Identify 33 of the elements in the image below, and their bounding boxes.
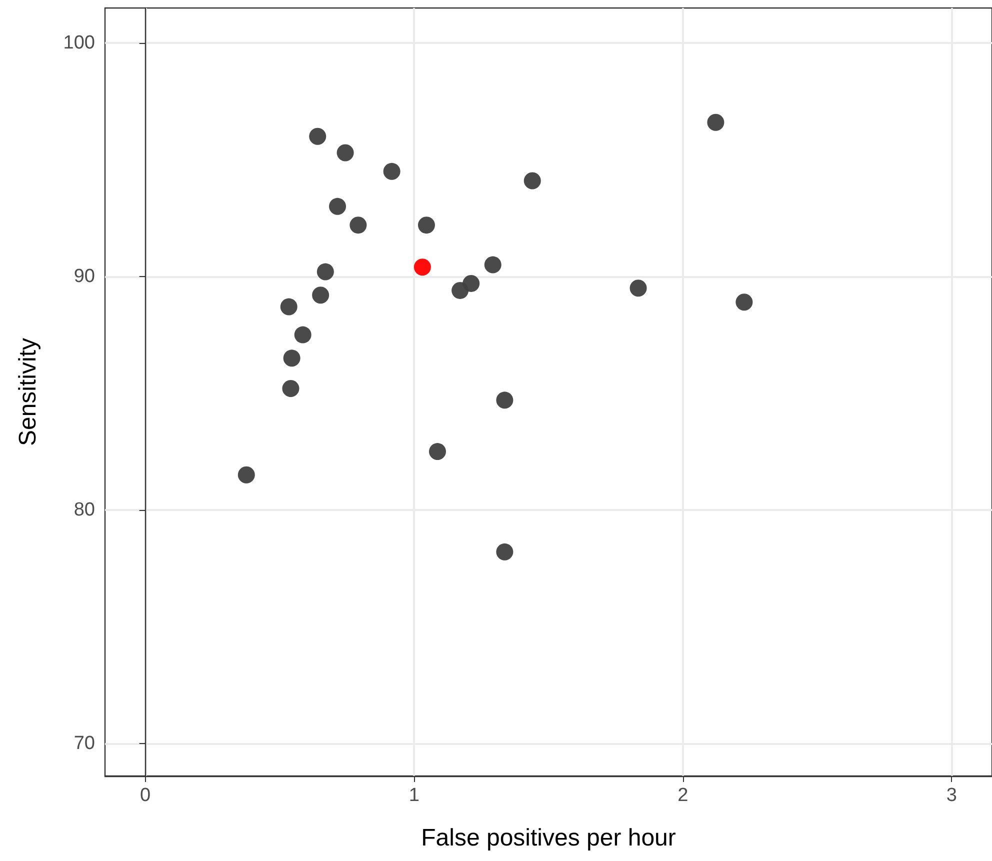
point [707, 114, 724, 131]
x-axis-title: False positives per hour [421, 824, 676, 852]
point [329, 198, 346, 215]
x-tick-label: 0 [140, 785, 151, 806]
point [630, 280, 647, 297]
point [736, 294, 753, 311]
x-tick-label: 3 [946, 785, 957, 806]
y-tick-label: 90 [74, 266, 95, 287]
point [283, 350, 300, 367]
point [524, 172, 541, 190]
point [383, 162, 400, 180]
point [452, 282, 469, 299]
point [414, 258, 431, 276]
point [294, 326, 312, 344]
point [350, 216, 367, 234]
point [309, 128, 326, 145]
y-tick-label: 80 [74, 499, 95, 520]
point [312, 286, 330, 304]
x-tick-label: 1 [408, 785, 420, 806]
point [429, 443, 446, 460]
y-tick-label: 100 [63, 32, 95, 54]
point [316, 263, 334, 280]
point [282, 380, 300, 397]
point [496, 543, 514, 560]
point [496, 392, 514, 409]
point [238, 466, 255, 484]
point [484, 256, 502, 274]
point [418, 216, 435, 234]
point [336, 144, 354, 162]
y-tick-label: 70 [74, 732, 95, 754]
x-tick-label: 2 [678, 785, 688, 806]
y-axis-title: Sensitivity [14, 338, 42, 446]
point [280, 298, 298, 316]
